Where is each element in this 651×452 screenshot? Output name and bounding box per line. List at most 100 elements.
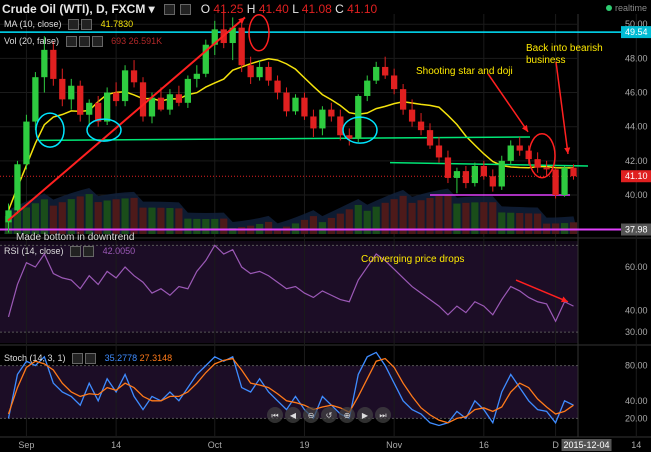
volume-bar xyxy=(76,196,84,234)
candle-body xyxy=(265,66,272,81)
price-badge-label: 37.98 xyxy=(625,225,648,235)
settings-icon[interactable] xyxy=(72,353,84,365)
close-icon[interactable] xyxy=(180,4,192,16)
volume-bar xyxy=(22,207,31,234)
candle-body xyxy=(50,49,57,79)
price-tick-label: 46.00 xyxy=(625,88,648,98)
candle-body xyxy=(561,167,568,196)
price-tick-label: 48.00 xyxy=(625,53,648,63)
candle-body xyxy=(534,159,541,168)
x-tick-label: 19 xyxy=(299,440,309,450)
candle-body xyxy=(462,171,470,184)
x-tick-label: 14 xyxy=(111,440,121,450)
price-badge xyxy=(621,170,651,183)
candle-body xyxy=(516,145,523,151)
stoch-legend[interactable]: Stoch (14, 3, 1) 35.2778 27.3148 xyxy=(4,353,172,365)
x-tick-label: 16 xyxy=(479,440,489,450)
candle-body xyxy=(328,109,335,117)
realtime-label: realtime xyxy=(614,3,647,13)
candle-body xyxy=(489,176,496,187)
nav-control-icon: ⏭ xyxy=(379,411,386,420)
stoch-tick-label: 40.00 xyxy=(625,396,648,406)
eye-icon[interactable] xyxy=(91,36,103,48)
ma-label: MA (10, close) xyxy=(4,19,62,29)
candle-body xyxy=(292,97,299,112)
volume-bar xyxy=(390,199,398,234)
nav-control-button xyxy=(339,407,355,423)
volume-bar xyxy=(462,202,470,234)
volume-bar xyxy=(569,222,578,234)
rsi-arrow-head xyxy=(561,296,568,303)
candle-body xyxy=(229,27,236,44)
shooting-star-arrow-head xyxy=(521,124,528,132)
stoch-label: Stoch (14, 3, 1) xyxy=(4,353,66,363)
close-icon[interactable] xyxy=(78,36,90,48)
ohlc-h-label: H xyxy=(246,2,256,16)
volume-bar xyxy=(309,216,318,234)
settings-icon[interactable] xyxy=(68,19,80,31)
cyan-circle-1 xyxy=(35,112,65,148)
candle-body xyxy=(417,121,425,131)
ma-line xyxy=(7,57,574,211)
nav-control-button xyxy=(321,407,337,423)
candle-body xyxy=(552,169,559,196)
date-badge-label: 2015-12-04 xyxy=(563,440,609,450)
settings-icon[interactable] xyxy=(164,4,176,16)
price-tick-label: 40.00 xyxy=(625,190,648,200)
volume-bar xyxy=(166,208,174,234)
candle-body xyxy=(23,121,30,165)
close-icon[interactable] xyxy=(81,19,93,31)
candle-body xyxy=(95,102,102,122)
rsi-value: 42.0050 xyxy=(102,246,136,256)
rsi-arrow-line xyxy=(515,279,569,303)
cyan-circle-3 xyxy=(342,116,378,144)
volume-bar xyxy=(327,217,335,234)
volume-bar xyxy=(202,219,210,234)
candle-body xyxy=(373,66,380,81)
nav-control-icon: ▶ xyxy=(362,411,369,420)
nav-control-button xyxy=(285,407,301,423)
vol-value: 693 26.591K xyxy=(111,36,163,46)
candle-body xyxy=(41,49,48,78)
volume-bar xyxy=(381,202,389,234)
volume-bar xyxy=(31,203,39,234)
nav-control-button xyxy=(303,407,319,423)
symbol-dropdown[interactable]: Crude Oil (WTI), D, FXCM ▾ xyxy=(2,2,158,16)
volume-bar xyxy=(264,221,273,234)
volume-bar xyxy=(193,218,201,234)
volume-bar xyxy=(94,202,102,234)
annotation-converging: Converging price drops xyxy=(361,254,465,265)
close-icon[interactable] xyxy=(85,353,97,365)
volume-bar xyxy=(408,202,416,234)
bearish-arrow-head xyxy=(564,147,571,155)
candles xyxy=(5,8,577,233)
candle-body xyxy=(426,130,434,146)
stoch-pane xyxy=(7,351,574,427)
ma-legend[interactable]: MA (10, close) 41.7830 xyxy=(4,19,133,31)
settings-icon[interactable] xyxy=(65,36,77,48)
settings-icon[interactable] xyxy=(70,246,82,258)
nav-control-button xyxy=(267,407,283,423)
rsi-label: RSI (14, close) xyxy=(4,246,64,256)
nav-control-icon: ⊖ xyxy=(308,411,315,420)
close-icon[interactable] xyxy=(83,246,95,258)
volume-bar xyxy=(49,205,57,234)
volume-bar xyxy=(444,194,452,234)
candle-body xyxy=(364,80,371,96)
vol-legend[interactable]: Vol (20, false) 693 26.591K xyxy=(4,36,163,48)
ohlc-o-label: O xyxy=(200,2,211,16)
candle-body xyxy=(256,66,263,78)
volume-bar xyxy=(13,211,22,234)
candle-body xyxy=(32,77,39,122)
candle-body xyxy=(498,160,505,187)
volume-bar xyxy=(211,218,219,234)
volume-bar xyxy=(498,212,506,234)
candle-body xyxy=(166,94,174,110)
volume-bar xyxy=(112,199,120,234)
volume-bar xyxy=(184,218,192,234)
shooting-star-arrow-line xyxy=(487,73,529,133)
ohlc-l-label: L xyxy=(292,2,299,16)
volume-bar xyxy=(67,199,75,234)
rsi-legend[interactable]: RSI (14, close) 42.0050 xyxy=(4,246,136,258)
